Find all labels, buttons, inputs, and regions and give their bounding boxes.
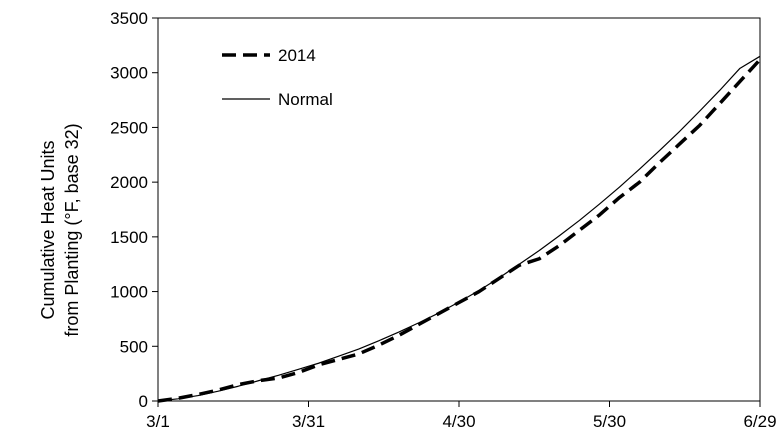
plot-area: 0 500 1000 1500 2000 2500 3000 3500 3/1 3/31 4/30 5…: [110, 9, 776, 431]
y-tick-label: 1000: [110, 283, 148, 302]
y-tick-label: 1500: [110, 228, 148, 247]
y-tick-label: 2500: [110, 118, 148, 137]
y-tick-label: 2000: [110, 173, 148, 192]
x-tick-label: 5/30: [593, 412, 626, 431]
y-tick-label: 3500: [110, 9, 148, 28]
y-axis-title-line-1: Cumulative Heat Units: [38, 140, 58, 319]
y-tick-label: 3000: [110, 64, 148, 83]
legend-label-2014: 2014: [278, 46, 316, 65]
series-line-2014: [157, 58, 762, 403]
y-axis-title-line-2: from Planting (°F, base 32): [62, 123, 82, 336]
y-tick-label: 500: [120, 337, 148, 356]
plot-border: [157, 17, 761, 402]
x-tick-label: 3/1: [146, 412, 170, 431]
y-axis-title: Cumulative Heat Units from Planting (°F,…: [38, 123, 82, 336]
y-tick-label: 0: [139, 392, 148, 411]
x-tick-label: 6/29: [743, 412, 776, 431]
series-line-normal: [157, 55, 761, 402]
x-tick-label: 4/30: [442, 412, 475, 431]
legend-label-normal: Normal: [278, 90, 333, 109]
x-tick-label: 3/31: [292, 412, 325, 431]
